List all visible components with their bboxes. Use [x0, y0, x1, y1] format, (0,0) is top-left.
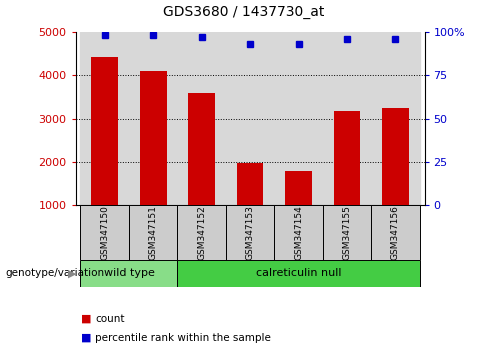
Bar — [178, 260, 420, 287]
Bar — [371, 32, 420, 205]
Text: percentile rank within the sample: percentile rank within the sample — [95, 333, 271, 343]
Text: wild type: wild type — [103, 268, 154, 279]
Bar — [178, 205, 226, 260]
Text: ■: ■ — [81, 314, 91, 324]
Text: genotype/variation: genotype/variation — [5, 268, 104, 279]
Text: calreticulin null: calreticulin null — [256, 268, 341, 279]
Text: GSM347155: GSM347155 — [343, 205, 351, 260]
Bar — [323, 205, 371, 260]
Bar — [226, 205, 274, 260]
Bar — [81, 260, 178, 287]
Bar — [285, 171, 312, 205]
Bar — [91, 57, 118, 205]
Text: GSM347152: GSM347152 — [197, 205, 206, 260]
Bar — [382, 108, 409, 205]
Bar — [140, 71, 166, 205]
Bar — [323, 32, 371, 205]
Text: ■: ■ — [81, 333, 91, 343]
Text: GSM347154: GSM347154 — [294, 205, 303, 260]
Bar — [274, 32, 323, 205]
Text: GSM347151: GSM347151 — [149, 205, 158, 260]
Bar — [334, 111, 360, 205]
Bar — [129, 32, 178, 205]
Text: GDS3680 / 1437730_at: GDS3680 / 1437730_at — [163, 5, 325, 19]
Bar — [188, 93, 215, 205]
Bar — [274, 205, 323, 260]
Bar — [237, 163, 264, 205]
Bar — [371, 205, 420, 260]
Bar — [129, 205, 178, 260]
Text: count: count — [95, 314, 124, 324]
Bar — [81, 205, 129, 260]
Bar — [178, 32, 226, 205]
Text: GSM347153: GSM347153 — [245, 205, 255, 260]
Text: GSM347156: GSM347156 — [391, 205, 400, 260]
Text: GSM347150: GSM347150 — [100, 205, 109, 260]
Bar — [81, 32, 129, 205]
Text: ▶: ▶ — [68, 268, 77, 279]
Bar — [226, 32, 274, 205]
